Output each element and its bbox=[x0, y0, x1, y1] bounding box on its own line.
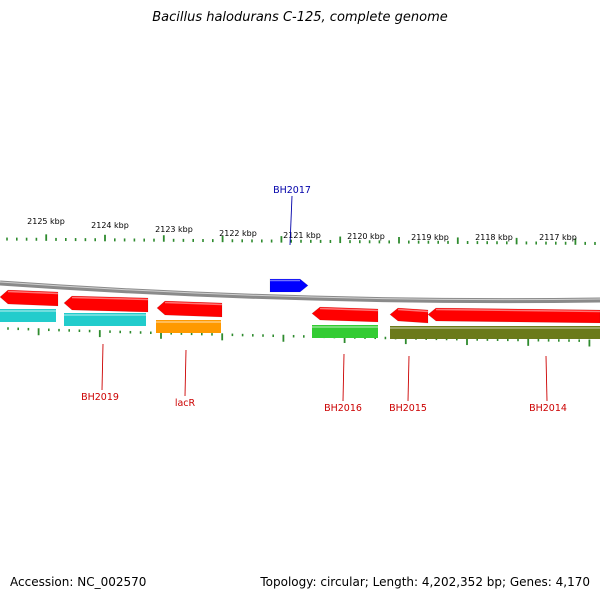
cog-bar-shine bbox=[0, 310, 56, 312]
bh2016-arrow[interactable] bbox=[311, 306, 379, 323]
tick-label: 2119 kbp bbox=[411, 233, 449, 242]
gene-labels: BH2017 BH2019 lacR BH2016 BH2015 BH2014 bbox=[81, 185, 567, 414]
bh2017-label[interactable]: BH2017 bbox=[273, 185, 311, 196]
lacr-label[interactable]: lacR bbox=[175, 398, 196, 409]
bh2016-arrow-shine bbox=[319, 307, 379, 312]
tick-label: 2123 kbp bbox=[155, 225, 193, 234]
lacr-cog-bar bbox=[156, 320, 221, 333]
tick-marks-top bbox=[6, 234, 596, 245]
lacr-leader-line bbox=[184, 349, 187, 397]
cog-bar-shine bbox=[390, 327, 428, 329]
cog-bars bbox=[0, 309, 600, 339]
topology-text: Topology: circular; Length: 4,202,352 bp… bbox=[260, 575, 590, 589]
bh2014-label[interactable]: BH2014 bbox=[529, 403, 567, 414]
cog-bar-shine bbox=[428, 327, 600, 329]
map-title: Bacillus halodurans C-125, complete geno… bbox=[152, 10, 448, 25]
gene-arrows bbox=[0, 278, 600, 324]
bh2019-cog-bar bbox=[64, 313, 146, 326]
bh2015-arrow[interactable] bbox=[389, 307, 429, 324]
bh2016-cog-bar bbox=[312, 325, 378, 338]
cog-bar-shine bbox=[156, 321, 221, 323]
bh2019-arrow-shine bbox=[7, 290, 59, 295]
tick-label: 2121 kbp bbox=[283, 231, 321, 240]
bh2017-leader-line bbox=[289, 195, 293, 246]
tick-label: 2117 kbp bbox=[539, 233, 577, 242]
bh2015-label[interactable]: BH2015 bbox=[389, 403, 427, 414]
bh2014-arrow[interactable] bbox=[427, 307, 600, 324]
cog-bar-shine bbox=[312, 326, 378, 328]
bh2019-leader-line bbox=[101, 343, 104, 391]
accession-text: Accession: NC_002570 bbox=[10, 575, 147, 589]
genome-backbone bbox=[0, 280, 600, 304]
bh2017-arrow[interactable] bbox=[269, 278, 309, 293]
bh2016-leader-line bbox=[342, 353, 345, 402]
lacr-arrow-shine bbox=[71, 296, 149, 301]
bh2019-label[interactable]: BH2019 bbox=[81, 392, 119, 403]
lacr-arrow[interactable] bbox=[63, 295, 149, 313]
tick-labels: 2125 kbp 2124 kbp 2123 kbp 2122 kbp 2121 kbp… bbox=[27, 217, 577, 242]
bh2014-cog-bar bbox=[428, 326, 600, 339]
bh2019-cog-bar bbox=[0, 309, 56, 322]
cog-bar-shine bbox=[64, 314, 146, 316]
bh2014-leader-line bbox=[545, 355, 548, 402]
bh2015-cog-bar bbox=[390, 326, 428, 339]
genome-backbone-highlight bbox=[0, 281, 600, 301]
tick-label: 2118 kbp bbox=[475, 233, 513, 242]
bh2019-arrow[interactable] bbox=[0, 289, 59, 307]
lacR-arrow[interactable] bbox=[156, 300, 223, 318]
tick-label: 2125 kbp bbox=[27, 217, 65, 226]
tick-label: 2122 kbp bbox=[219, 229, 257, 238]
bh2016-label[interactable]: BH2016 bbox=[324, 403, 362, 414]
tick-label: 2124 kbp bbox=[91, 221, 129, 230]
tick-label: 2120 kbp bbox=[347, 232, 385, 241]
bh2015-arrow-shine bbox=[397, 308, 429, 313]
lacR-arrow-shine bbox=[164, 301, 223, 306]
bh2015-leader-line bbox=[407, 355, 410, 402]
bh2014-arrow-shine bbox=[435, 308, 600, 313]
